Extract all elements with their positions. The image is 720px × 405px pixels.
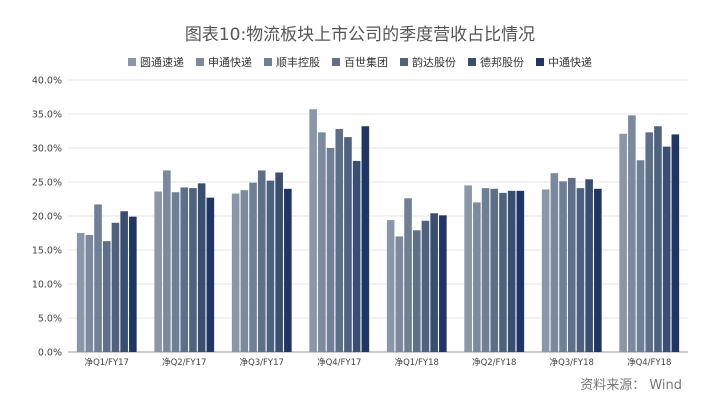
legend-swatch [468, 58, 476, 66]
y-tick-label: 40.0% [32, 76, 62, 87]
bar [335, 128, 344, 352]
bar [249, 182, 257, 352]
bar [189, 188, 197, 352]
chart-title: 图表10:物流板块上市公司的季度营收占比情况 [184, 25, 536, 45]
bar [404, 198, 412, 352]
legend-swatch [264, 58, 272, 66]
bar [326, 148, 335, 352]
bar [266, 180, 275, 352]
bar [430, 213, 438, 352]
bar [628, 115, 636, 352]
bar [318, 132, 326, 352]
bar [541, 189, 550, 352]
bar [171, 192, 180, 352]
x-tick-label: 净Q1/FY17 [85, 357, 129, 368]
bar [154, 191, 162, 352]
bar [473, 202, 481, 352]
legend-item: 顺丰控股 [264, 54, 320, 70]
bar [464, 185, 472, 352]
x-tick-label: 净Q4/FY17 [317, 357, 361, 368]
x-tick-label: 净Q3/FY17 [240, 357, 284, 368]
legend-swatch [196, 58, 204, 66]
legend-label: 圆通速递 [140, 56, 184, 69]
y-tick-label: 10.0% [32, 280, 62, 291]
bar [257, 170, 266, 352]
bar [421, 220, 430, 352]
bar [490, 188, 499, 352]
y-tick-label: 25.0% [32, 178, 62, 189]
x-tick-label: 净Q4/FY18 [627, 357, 671, 368]
bar [386, 220, 395, 352]
bar [559, 181, 567, 352]
y-tick-label: 0.0% [38, 348, 62, 359]
legend-swatch [536, 58, 544, 66]
bar [85, 235, 94, 352]
legend-label: 百世集团 [344, 56, 388, 69]
bar [594, 188, 602, 352]
bar [275, 172, 283, 352]
bar [102, 241, 111, 352]
bar [567, 177, 576, 352]
bar [94, 204, 102, 352]
bar [206, 197, 215, 352]
legend-item: 中通快递 [536, 54, 592, 70]
bar [550, 173, 559, 352]
bar [163, 170, 171, 352]
bar [636, 160, 645, 352]
x-tick-label: 净Q3/FY18 [550, 357, 594, 368]
bar [309, 109, 317, 353]
bar [499, 192, 507, 352]
bar [481, 188, 490, 352]
y-tick-label: 20.0% [32, 212, 62, 223]
x-tick-label: 净Q1/FY18 [395, 357, 439, 368]
bar [576, 188, 585, 352]
y-tick-label: 15.0% [32, 246, 62, 257]
legend-swatch [332, 58, 340, 66]
bar [197, 183, 206, 352]
bar [284, 188, 292, 352]
legend-swatch [400, 58, 408, 66]
bar [585, 179, 593, 352]
bar [129, 216, 137, 352]
legend-item: 百世集团 [332, 54, 388, 70]
bar [654, 126, 662, 353]
bar [180, 187, 189, 352]
legend-item: 韵达股份 [400, 54, 456, 70]
bar [395, 236, 404, 352]
legend-label: 申通快递 [208, 56, 252, 69]
x-tick-label: 净Q2/FY18 [472, 357, 516, 368]
bar [439, 215, 447, 352]
bar [671, 134, 680, 352]
bar [344, 137, 352, 352]
bar [76, 233, 85, 352]
bar [412, 230, 421, 352]
legend-item: 德邦股份 [468, 54, 524, 70]
bar [352, 160, 361, 352]
legend-label: 中通快递 [548, 56, 592, 69]
bar [662, 146, 671, 352]
bar [231, 193, 240, 352]
legend: 圆通速递 申通快递 顺丰控股 百世集团 韵达股份 德邦股份 中通快递 [0, 54, 720, 70]
legend-swatch [128, 58, 136, 66]
y-tick-label: 30.0% [32, 144, 62, 155]
legend-label: 韵达股份 [412, 56, 456, 69]
y-tick-label: 35.0% [32, 110, 62, 121]
bar [507, 190, 516, 352]
bar [120, 211, 128, 352]
bar [111, 222, 120, 352]
bar [240, 190, 249, 352]
bar [619, 133, 627, 352]
legend-item: 圆通速递 [128, 54, 184, 70]
legend-item: 申通快递 [196, 54, 252, 70]
x-tick-label: 净Q2/FY17 [162, 357, 206, 368]
source-note: 资料来源： Wind [580, 378, 682, 393]
legend-label: 德邦股份 [480, 56, 524, 69]
legend-label: 顺丰控股 [276, 56, 320, 69]
bar [361, 126, 370, 353]
bar [516, 190, 525, 352]
bar [645, 132, 654, 352]
y-tick-label: 5.0% [38, 314, 62, 325]
